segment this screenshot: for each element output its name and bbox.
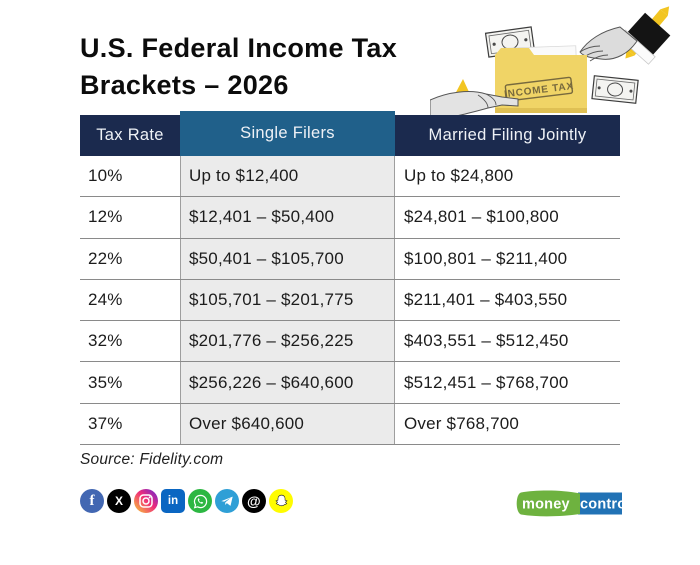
table-cell: $105,701 – $201,775: [180, 279, 395, 321]
table-cell: Over $768,700: [395, 403, 620, 445]
snapchat-icon[interactable]: [269, 489, 293, 513]
instagram-camera-glyph: [139, 494, 153, 508]
header-cell-tax-rate: Tax Rate: [80, 115, 180, 156]
logo-blue-block: [578, 492, 622, 515]
table-cell: 35%: [80, 362, 180, 403]
table-row: 12% $12,401 – $50,400 $24,801 – $100,800: [80, 197, 620, 239]
table-cell: $211,401 – $403,550: [395, 279, 620, 321]
table-row: 37% Over $640,600 Over $768,700: [80, 403, 620, 446]
table-row: 32% $201,776 – $256,225 $403,551 – $512,…: [80, 321, 620, 363]
table-cell: $24,801 – $100,800: [395, 197, 620, 238]
instagram-icon[interactable]: [134, 489, 158, 513]
table-cell: $50,401 – $105,700: [180, 238, 395, 279]
table-cell: $201,776 – $256,225: [180, 321, 395, 362]
moneycontrol-logo[interactable]: money control: [514, 490, 622, 517]
dollar-bill-icon: [591, 75, 639, 104]
table-cell: $256,226 – $640,600: [180, 362, 395, 403]
x-twitter-icon[interactable]: X: [107, 489, 131, 513]
social-icons-row: f X in @: [80, 489, 293, 513]
table-row: 24% $105,701 – $201,775 $211,401 – $403,…: [80, 279, 620, 322]
table-cell: $512,451 – $768,700: [395, 362, 620, 403]
source-attribution: Source: Fidelity.com: [80, 451, 224, 468]
telegram-icon[interactable]: [215, 489, 239, 513]
table-cell: $403,551 – $512,450: [395, 321, 620, 362]
table-header-row: Tax Rate Single Filers Married Filing Jo…: [80, 111, 620, 156]
table-cell: Up to $24,800: [395, 156, 620, 197]
table-row: 22% $50,401 – $105,700 $100,801 – $211,4…: [80, 238, 620, 280]
table-row: 10% Up to $12,400 Up to $24,800: [80, 156, 620, 198]
table-body: 10% Up to $12,400 Up to $24,800 12% $12,…: [80, 156, 620, 446]
table-cell: 22%: [80, 238, 180, 279]
facebook-icon[interactable]: f: [80, 489, 104, 513]
table-cell: 37%: [80, 403, 180, 445]
whatsapp-glyph: [193, 494, 207, 508]
income-tax-illustration: INCOME TAX: [430, 6, 671, 124]
logo-green-wave: [516, 490, 580, 517]
table-cell: 24%: [80, 279, 180, 321]
linkedin-icon[interactable]: in: [161, 489, 185, 513]
table-cell: 32%: [80, 321, 180, 362]
table-cell: $100,801 – $211,400: [395, 238, 620, 279]
snapchat-ghost-glyph: [275, 494, 287, 506]
table-cell: Over $640,600: [180, 403, 395, 445]
table-cell: 10%: [80, 156, 180, 197]
income-tax-folder-icon: INCOME TAX: [495, 48, 587, 113]
table-row: 35% $256,226 – $640,600 $512,451 – $768,…: [80, 362, 620, 404]
whatsapp-icon[interactable]: [188, 489, 212, 513]
table-cell: 12%: [80, 197, 180, 238]
table-cell: Up to $12,400: [180, 156, 395, 197]
page-title-line1: U.S. Federal Income Tax: [80, 33, 398, 63]
logo-text-control: control: [580, 497, 622, 513]
table-cell: $12,401 – $50,400: [180, 197, 395, 238]
receiving-hand-icon: [579, 12, 671, 65]
telegram-plane-glyph: [221, 496, 233, 506]
tax-brackets-table: Tax Rate Single Filers Married Filing Jo…: [80, 111, 620, 446]
header-cell-married-filing-jointly: Married Filing Jointly: [395, 115, 620, 156]
logo-text-money: money: [522, 497, 570, 513]
page-title: U.S. Federal Income Tax Brackets – 2026: [80, 30, 500, 104]
threads-icon[interactable]: @: [242, 489, 266, 513]
header-cell-single-filers: Single Filers: [180, 111, 395, 156]
page-title-line2: Brackets – 2026: [80, 70, 289, 100]
